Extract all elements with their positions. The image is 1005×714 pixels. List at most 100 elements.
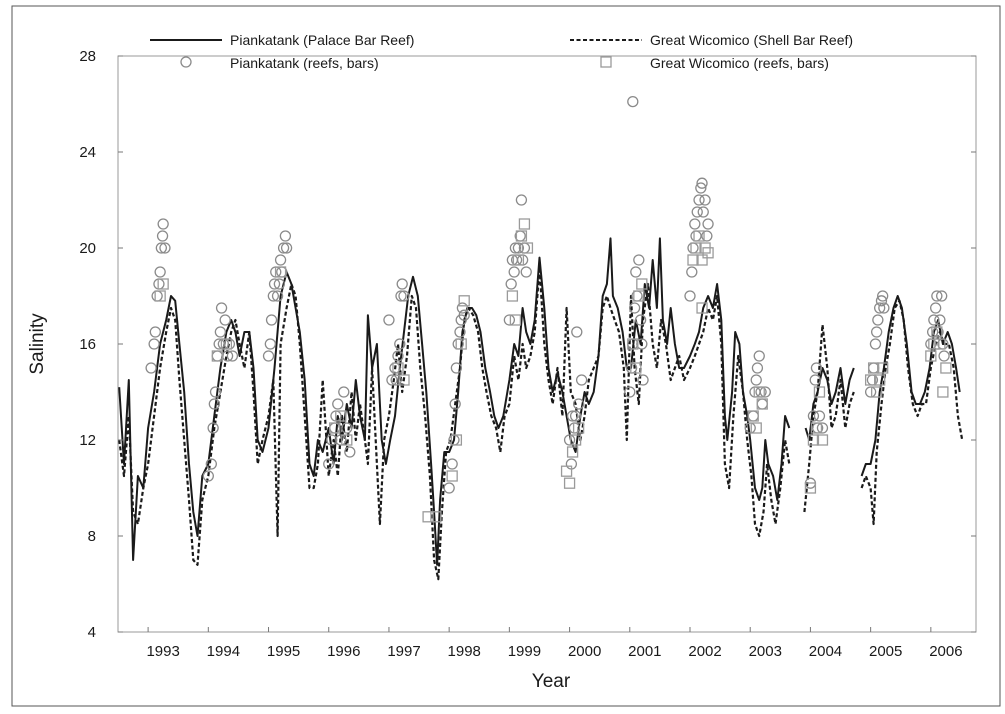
point-piankatank-reefs: [759, 386, 771, 398]
point-great-wicomico-reefs: [220, 338, 233, 350]
point-great-wicomico-reefs: [566, 446, 579, 458]
point-great-wicomico-reefs: [506, 290, 519, 302]
point-great-wicomico-reefs: [931, 326, 943, 338]
point-piankatank-reefs: [265, 314, 278, 326]
point-great-wicomico-reefs: [940, 362, 952, 374]
point-piankatank-reefs: [273, 278, 286, 290]
point-piankatank-reefs: [871, 326, 883, 338]
point-great-wicomico-reefs: [518, 218, 531, 230]
point-great-wicomico-reefs: [509, 314, 522, 326]
y-tick-label: 4: [88, 624, 96, 641]
x-tick-label: 2000: [568, 643, 601, 660]
point-piankatank-reefs: [807, 410, 820, 422]
point-piankatank-reefs: [627, 95, 639, 108]
marker-layer: [145, 95, 952, 523]
point-piankatank-reefs: [398, 290, 410, 302]
x-tick-label: 1998: [448, 643, 481, 660]
point-piankatank-reefs: [207, 422, 219, 434]
point-piankatank-reefs: [155, 242, 168, 254]
point-piankatank-reefs: [338, 386, 350, 398]
point-piankatank-reefs: [503, 314, 516, 326]
point-great-wicomico-reefs: [211, 350, 223, 362]
point-piankatank-reefs: [566, 410, 579, 422]
point-great-wicomico-reefs: [515, 230, 528, 242]
point-great-wicomico-reefs: [572, 422, 585, 434]
y-tick-label: 16: [79, 336, 96, 353]
point-great-wicomico-reefs: [874, 374, 886, 386]
point-piankatank-reefs: [145, 362, 157, 374]
point-great-wicomico-reefs: [807, 434, 820, 446]
x-tick-label: 2004: [809, 643, 842, 660]
point-piankatank-reefs: [383, 314, 395, 326]
point-piankatank-reefs: [279, 230, 292, 242]
point-piankatank-reefs: [624, 386, 636, 398]
point-piankatank-reefs: [637, 374, 649, 386]
point-piankatank-reefs: [159, 242, 171, 254]
point-piankatank-reefs: [563, 434, 576, 446]
point-piankatank-reefs: [875, 295, 888, 307]
point-great-wicomico-reefs: [446, 470, 458, 482]
point-great-wicomico-reefs: [810, 422, 823, 434]
point-piankatank-reefs: [505, 278, 517, 290]
point-piankatank-reefs: [454, 326, 466, 338]
point-piankatank-reefs: [515, 194, 528, 206]
point-piankatank-reefs: [571, 326, 583, 338]
point-piankatank-reefs: [744, 422, 756, 434]
point-piankatank-reefs: [395, 290, 407, 302]
point-piankatank-reefs: [864, 386, 877, 398]
point-piankatank-reefs: [636, 338, 648, 350]
legend-item-1-label: Piankatank (Palace Bar Reef): [230, 32, 414, 48]
x-tick-label: 2002: [688, 643, 721, 660]
legend: Piankatank (Palace Bar Reef) Great Wicomi…: [150, 32, 853, 71]
y-axis-title: Salinity: [27, 313, 48, 375]
point-great-wicomico-reefs: [512, 254, 525, 266]
point-piankatank-reefs: [874, 302, 886, 314]
y-tick-label: 8: [88, 528, 96, 545]
x-tick-label: 1993: [146, 643, 179, 660]
series-line-piankatank: [118, 237, 791, 566]
point-piankatank-reefs: [154, 266, 166, 278]
point-piankatank-reefs: [684, 290, 696, 302]
legend-item-4-swatch: [600, 56, 612, 68]
legend-item-2-label: Great Wicomico (Shell Bar Reef): [650, 32, 853, 48]
point-piankatank-reefs: [930, 302, 942, 314]
point-piankatank-reefs: [701, 230, 713, 242]
point-great-wicomico-reefs: [925, 350, 937, 362]
point-piankatank-reefs: [508, 266, 520, 278]
point-great-wicomico-reefs: [867, 362, 880, 374]
point-piankatank-reefs: [148, 338, 160, 350]
point-piankatank-reefs: [872, 314, 884, 326]
point-piankatank-reefs: [450, 362, 463, 374]
legend-item-4-label: Great Wicomico (reefs, bars): [650, 55, 829, 71]
point-great-wicomico-reefs: [450, 434, 463, 446]
point-piankatank-reefs: [750, 374, 762, 386]
point-piankatank-reefs: [449, 398, 461, 410]
point-piankatank-reefs: [262, 350, 275, 362]
point-great-wicomico-reefs: [750, 422, 762, 434]
x-axis: 1993 1994 1995 1996 1997 1998 1999 2000 2001 2002…: [146, 627, 963, 660]
point-piankatank-reefs: [326, 434, 338, 446]
point-piankatank-reefs: [267, 290, 279, 302]
point-great-wicomico-reefs: [928, 338, 940, 350]
point-great-wicomico-reefs: [813, 386, 826, 398]
point-piankatank-reefs: [689, 218, 701, 230]
point-piankatank-reefs: [702, 218, 714, 230]
point-great-wicomico-reefs: [274, 266, 287, 278]
point-great-wicomico-reefs: [569, 434, 582, 446]
point-piankatank-reefs: [686, 266, 698, 278]
point-great-wicomico-reefs: [630, 362, 642, 374]
x-tick-label: 2001: [628, 643, 661, 660]
point-piankatank-reefs: [274, 254, 287, 266]
point-great-wicomico-reefs: [627, 338, 639, 350]
point-piankatank-reefs: [280, 242, 293, 254]
point-great-wicomico-reefs: [154, 290, 166, 302]
y-tick-label: 28: [79, 48, 96, 65]
point-piankatank-reefs: [341, 422, 353, 434]
point-great-wicomico-reefs: [747, 410, 759, 422]
point-great-wicomico-reefs: [521, 242, 534, 254]
series-line-great-wicomico: [803, 323, 855, 513]
point-piankatank-reefs: [323, 458, 335, 470]
point-piankatank-reefs: [628, 302, 641, 314]
